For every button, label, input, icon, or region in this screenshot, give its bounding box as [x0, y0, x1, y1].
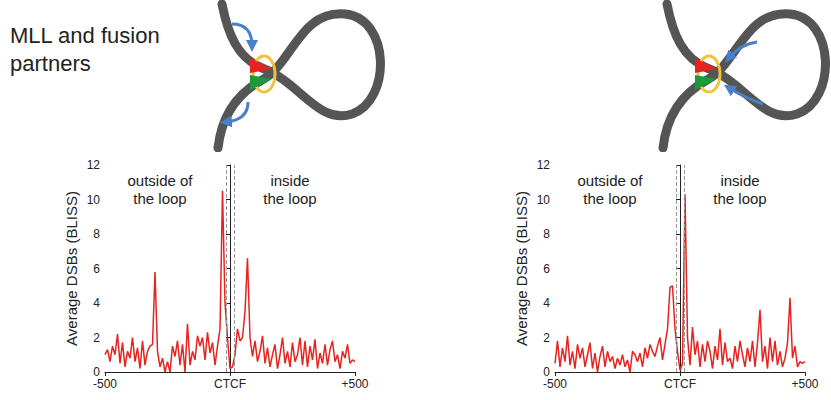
svg-text:6: 6	[543, 262, 550, 276]
svg-text:0: 0	[93, 365, 100, 379]
svg-text:CTCF: CTCF	[664, 377, 696, 391]
svg-text:12: 12	[537, 158, 551, 172]
svg-text:the loop: the loop	[583, 190, 636, 207]
svg-text:inside: inside	[270, 172, 309, 189]
svg-text:the loop: the loop	[133, 190, 186, 207]
svg-text:the loop: the loop	[713, 190, 766, 207]
svg-text:10: 10	[87, 193, 101, 207]
svg-text:outside of: outside of	[127, 172, 193, 189]
svg-text:10: 10	[537, 193, 551, 207]
svg-text:+500: +500	[341, 377, 368, 391]
svg-text:2: 2	[543, 331, 550, 345]
svg-text:-500: -500	[93, 377, 117, 391]
svg-text:0: 0	[543, 365, 550, 379]
svg-text:4: 4	[543, 296, 550, 310]
svg-text:the loop: the loop	[263, 190, 316, 207]
svg-text:+500: +500	[791, 377, 818, 391]
html-text:MLL and fusion partners: MLL and fusion partners	[10, 23, 160, 76]
svg-text:inside: inside	[720, 172, 759, 189]
svg-text:Average DSBs (BLISS): Average DSBs (BLISS)	[513, 191, 530, 346]
svg-text:2: 2	[93, 331, 100, 345]
svg-text:Average DSBs (BLISS): Average DSBs (BLISS)	[63, 191, 80, 346]
svg-text:outside of: outside of	[577, 172, 643, 189]
svg-text:6: 6	[93, 262, 100, 276]
svg-text:8: 8	[93, 227, 100, 241]
svg-text:4: 4	[93, 296, 100, 310]
svg-text:12: 12	[87, 158, 101, 172]
svg-text:-500: -500	[543, 377, 567, 391]
svg-text:CTCF: CTCF	[214, 377, 246, 391]
svg-text:8: 8	[543, 227, 550, 241]
